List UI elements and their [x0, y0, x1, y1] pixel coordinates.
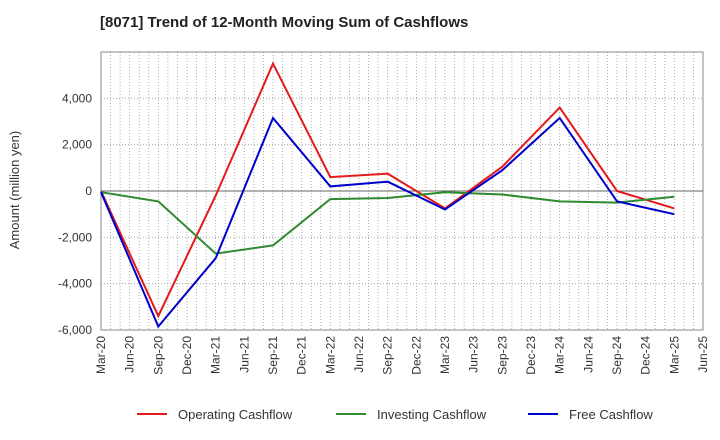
x-tick-label: Mar-25	[667, 336, 681, 374]
x-tick-label: Mar-23	[438, 336, 452, 374]
y-tick-label: -2,000	[58, 230, 92, 244]
x-tick-label: Sep-20	[151, 336, 165, 375]
x-tick-label: Jun-23	[467, 336, 481, 373]
legend-label-2: Investing Cashflow	[377, 407, 487, 422]
x-tick-label: Mar-20	[94, 336, 108, 374]
x-tick-label: Mar-24	[553, 336, 567, 374]
x-tick-label: Dec-23	[524, 336, 538, 375]
x-tick-label: Dec-22	[409, 336, 423, 375]
x-tick-label: Sep-24	[610, 336, 624, 375]
legend: Operating Cashflow Investing Cashflow Free…	[137, 407, 653, 422]
y-tick-label: 4,000	[62, 91, 92, 105]
x-tick-label: Jun-25	[696, 336, 710, 373]
x-tick-label: Mar-22	[323, 336, 337, 374]
y-axis-title: Amount (million yen)	[7, 131, 22, 250]
x-tick-labels: Mar-20 Jun-20 Sep-20 Dec-20 Mar-21 Jun-21 Sep-…	[94, 336, 710, 375]
x-tick-label: Jun-20	[123, 336, 137, 373]
y-tick-label: 0	[85, 184, 92, 198]
y-tick-labels: -6,000 -4,000 -2,000 0 2,000 4,000	[58, 91, 92, 337]
x-tick-label: Dec-20	[180, 336, 194, 375]
x-tick-label: Dec-24	[639, 336, 653, 375]
x-tick-label: Jun-24	[581, 336, 595, 373]
x-tick-label: Mar-21	[209, 336, 223, 374]
series-line-1	[100, 61, 675, 319]
chart-title: [8071] Trend of 12-Month Moving Sum of C…	[100, 14, 469, 31]
x-tick-label: Jun-21	[237, 336, 251, 373]
y-tick-label: 2,000	[62, 138, 92, 152]
x-tick-label: Sep-23	[495, 336, 509, 375]
x-tick-label: Sep-22	[381, 336, 395, 375]
series-lines	[100, 61, 675, 329]
x-tick-label: Sep-21	[266, 336, 280, 375]
y-tick-label: -4,000	[58, 277, 92, 291]
series-line-2	[100, 191, 675, 255]
x-tick-label: Jun-22	[352, 336, 366, 373]
legend-label-1: Operating Cashflow	[178, 407, 293, 422]
series-line-3	[100, 116, 675, 329]
legend-label-3: Free Cashflow	[569, 407, 653, 422]
x-tick-label: Dec-21	[295, 336, 309, 375]
y-tick-label: -6,000	[58, 323, 92, 337]
